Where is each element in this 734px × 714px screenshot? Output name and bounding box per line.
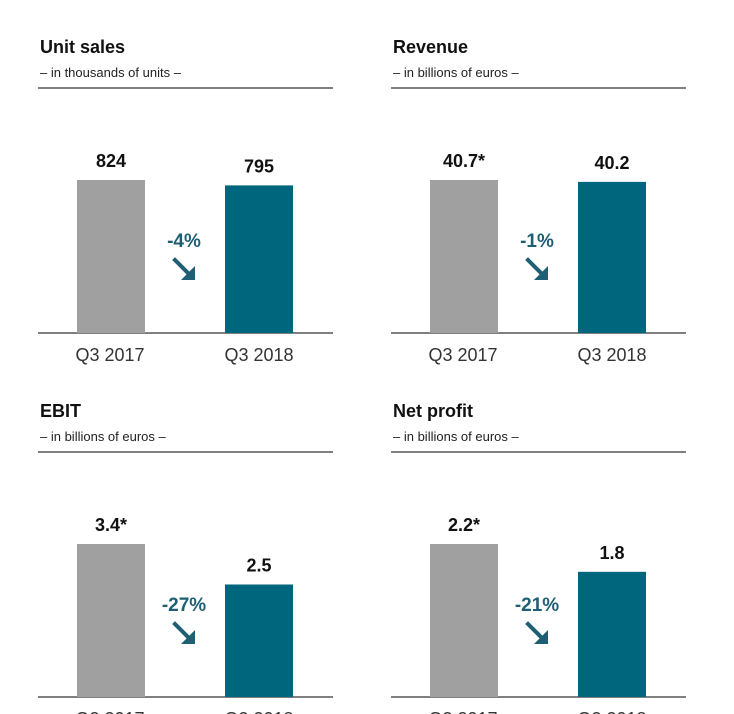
bar-q3-2017 [77,180,145,333]
data-label: 40.7* [443,151,485,171]
category-label: Q3 2017 [428,709,497,714]
chart-subtitle: – in thousands of units – [40,65,182,80]
category-label: Q3 2018 [224,709,293,714]
data-label: 795 [244,156,274,176]
arrow-head [181,630,195,644]
chart-subtitle: – in billions of euros – [40,429,167,444]
change-percent: -4% [167,231,201,252]
data-label: 1.8 [599,543,624,563]
chart-title: Revenue [393,37,468,57]
data-label: 2.5 [246,556,271,576]
chart-title: Unit sales [40,37,125,57]
bar-q3-2018 [578,571,646,697]
arrow-shaft [172,621,193,642]
bar-q3-2018 [225,185,293,333]
chart-subtitle: – in billions of euros – [393,65,520,80]
bar-q3-2017 [430,180,498,333]
data-label: 40.2 [594,153,629,173]
bar-q3-2018 [225,584,293,697]
change-percent: -1% [520,231,554,252]
chart-ebit: EBIT – in billions of euros – 3.4* Q3 2017 2… [38,401,333,714]
bar-q3-2018 [578,181,646,333]
bar-q3-2017 [430,544,498,697]
category-label: Q3 2017 [75,345,144,365]
arrow-down-right-icon [525,621,548,644]
chart-net-profit: Net profit – in billions of euros – 2.2* Q3… [391,401,686,714]
arrow-shaft [525,257,546,278]
arrow-shaft [172,257,193,278]
category-label: Q3 2017 [428,345,497,365]
arrow-down-right-icon [525,257,548,280]
arrow-shaft [525,621,546,642]
chart-unit-sales: Unit sales – in thousands of units – 824 Q3… [38,37,333,365]
category-label: Q3 2018 [224,345,293,365]
category-label: Q3 2017 [75,709,144,714]
change-percent: -21% [515,595,559,616]
arrow-down-right-icon [172,621,195,644]
arrow-head [181,266,195,280]
chart-subtitle: – in billions of euros – [393,429,520,444]
data-label: 824 [96,151,126,171]
arrow-down-right-icon [172,257,195,280]
category-label: Q3 2018 [577,345,646,365]
chart-title: Net profit [393,401,473,421]
change-percent: -27% [162,595,206,616]
category-label: Q3 2018 [577,709,646,714]
arrow-head [534,630,548,644]
arrow-head [534,266,548,280]
chart-title: EBIT [40,401,81,421]
chart-revenue: Revenue – in billions of euros – 40.7* Q3 2… [391,37,686,365]
data-label: 3.4* [95,515,127,535]
data-label: 2.2* [448,515,480,535]
bar-q3-2017 [77,544,145,697]
